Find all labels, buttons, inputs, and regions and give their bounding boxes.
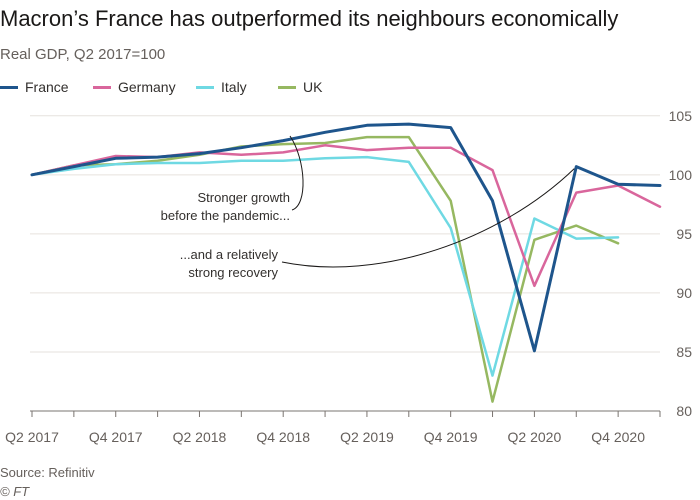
series-line-italy <box>30 155 620 377</box>
legend-item-germany: Germany <box>93 79 196 95</box>
legend-swatch <box>278 85 296 89</box>
chart-subtitle: Real GDP, Q2 2017=100 <box>0 46 166 63</box>
annotation-text: before the pandemic... <box>161 208 290 223</box>
chart-legend: France Germany Italy UK <box>0 77 338 97</box>
x-tick-label: Q4 2018 <box>256 429 310 445</box>
x-tick-label: Q2 2020 <box>508 429 562 445</box>
legend-label: Germany <box>118 79 176 95</box>
x-tick-label: Q2 2018 <box>173 429 227 445</box>
legend-label: Italy <box>221 79 247 95</box>
y-tick-label: 95 <box>676 226 692 242</box>
legend-swatch <box>0 85 18 89</box>
source-note: Source: Refinitiv <box>0 465 95 480</box>
ft-credit: © FT <box>0 484 30 499</box>
series-line-uk <box>30 135 620 403</box>
x-tick-label: Q4 2017 <box>89 429 143 445</box>
series-line-france <box>30 122 662 353</box>
x-tick-label: Q4 2020 <box>591 429 645 445</box>
legend-swatch <box>93 85 111 89</box>
x-tick-label: Q2 2019 <box>340 429 394 445</box>
legend-label: UK <box>303 79 323 95</box>
x-tick-label: Q2 2017 <box>5 429 59 445</box>
legend-item-uk: UK <box>278 79 338 95</box>
annotation-text: Stronger growth <box>198 190 291 205</box>
annotation-leader-recovery <box>281 168 575 268</box>
y-tick-label: 80 <box>676 403 692 419</box>
y-tick-label: 90 <box>676 285 692 301</box>
annotation-leader-growth <box>289 135 304 211</box>
y-tick-label: 100 <box>669 167 693 183</box>
y-tick-label: 105 <box>669 108 693 124</box>
chart-title: Macron’s France has outperformed its nei… <box>0 6 619 31</box>
legend-item-italy: Italy <box>196 79 278 95</box>
legend-item-france: France <box>0 79 93 95</box>
x-tick-label: Q4 2019 <box>424 429 478 445</box>
annotation-text: ...and a relatively <box>180 247 279 262</box>
y-tick-label: 85 <box>676 344 692 360</box>
legend-swatch <box>196 85 214 89</box>
legend-label: France <box>25 79 69 95</box>
annotation-text: strong recovery <box>188 265 278 280</box>
